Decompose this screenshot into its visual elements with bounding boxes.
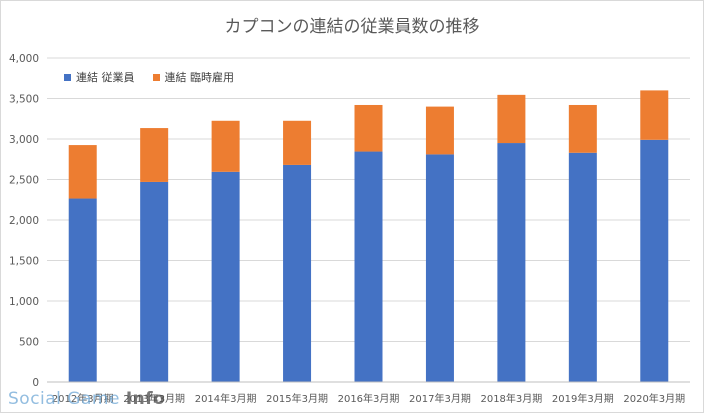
- y-tick-label: 1,500: [9, 256, 39, 268]
- chart-title: カプコンの連結の従業員数の推移: [224, 17, 480, 37]
- x-tick-label: 2018年3月期: [480, 392, 542, 405]
- legend-label-temporary: 連結 臨時雇用: [164, 71, 235, 84]
- x-tick-label: 2019年3月期: [552, 392, 614, 405]
- bar-temporary: [140, 128, 169, 182]
- x-tick-label: 2016年3月期: [338, 392, 400, 405]
- y-tick-label: 0: [32, 377, 39, 389]
- bar-employees: [568, 152, 597, 382]
- bar-employees: [140, 181, 169, 382]
- bar-employees: [211, 171, 240, 382]
- bar-employees: [68, 198, 97, 382]
- legend-item-employees: 連結 従業員: [64, 69, 135, 85]
- bar-employees: [283, 164, 312, 382]
- y-tick-label: 500: [19, 337, 39, 349]
- bar-temporary: [283, 120, 312, 165]
- x-tick-label: 2017年3月期: [409, 392, 471, 405]
- y-tick-label: 3,500: [9, 94, 39, 106]
- bar-temporary: [354, 104, 383, 152]
- watermark-suffix: Info: [125, 389, 166, 409]
- x-tick-label: 2013年3月期: [123, 392, 185, 405]
- x-tick-label: 2020年3月期: [623, 392, 685, 405]
- bar-employees: [497, 143, 526, 382]
- bar-temporary: [497, 94, 526, 144]
- x-tick-label: 2012年3月期: [52, 392, 114, 405]
- legend-swatch-temporary: [152, 73, 160, 81]
- legend-item-temporary: 連結 臨時雇用: [152, 69, 235, 85]
- y-tick-label: 3,000: [9, 134, 39, 146]
- legend: 連結 従業員 連結 臨時雇用: [64, 69, 234, 85]
- y-tick-label: 4,000: [9, 53, 39, 65]
- x-tick-label: 2015年3月期: [266, 392, 328, 405]
- watermark-prefix: Social Game: [8, 389, 126, 409]
- bar-temporary: [211, 120, 240, 172]
- x-tick-label: 2014年3月期: [195, 392, 257, 405]
- legend-label-employees: 連結 従業員: [76, 71, 135, 84]
- y-tick-label: 2,500: [9, 175, 39, 187]
- bar-temporary: [640, 90, 669, 140]
- y-tick-label: 1,000: [9, 296, 39, 308]
- bar-temporary: [568, 104, 597, 153]
- bar-employees: [354, 151, 383, 382]
- watermark-logo: Social Game Info: [8, 389, 165, 409]
- bar-employees: [425, 154, 454, 382]
- y-tick-label: 2,000: [9, 215, 39, 227]
- bar-temporary: [425, 106, 454, 155]
- bar-employees: [640, 139, 669, 382]
- legend-swatch-employees: [64, 73, 71, 81]
- bar-temporary: [68, 145, 97, 199]
